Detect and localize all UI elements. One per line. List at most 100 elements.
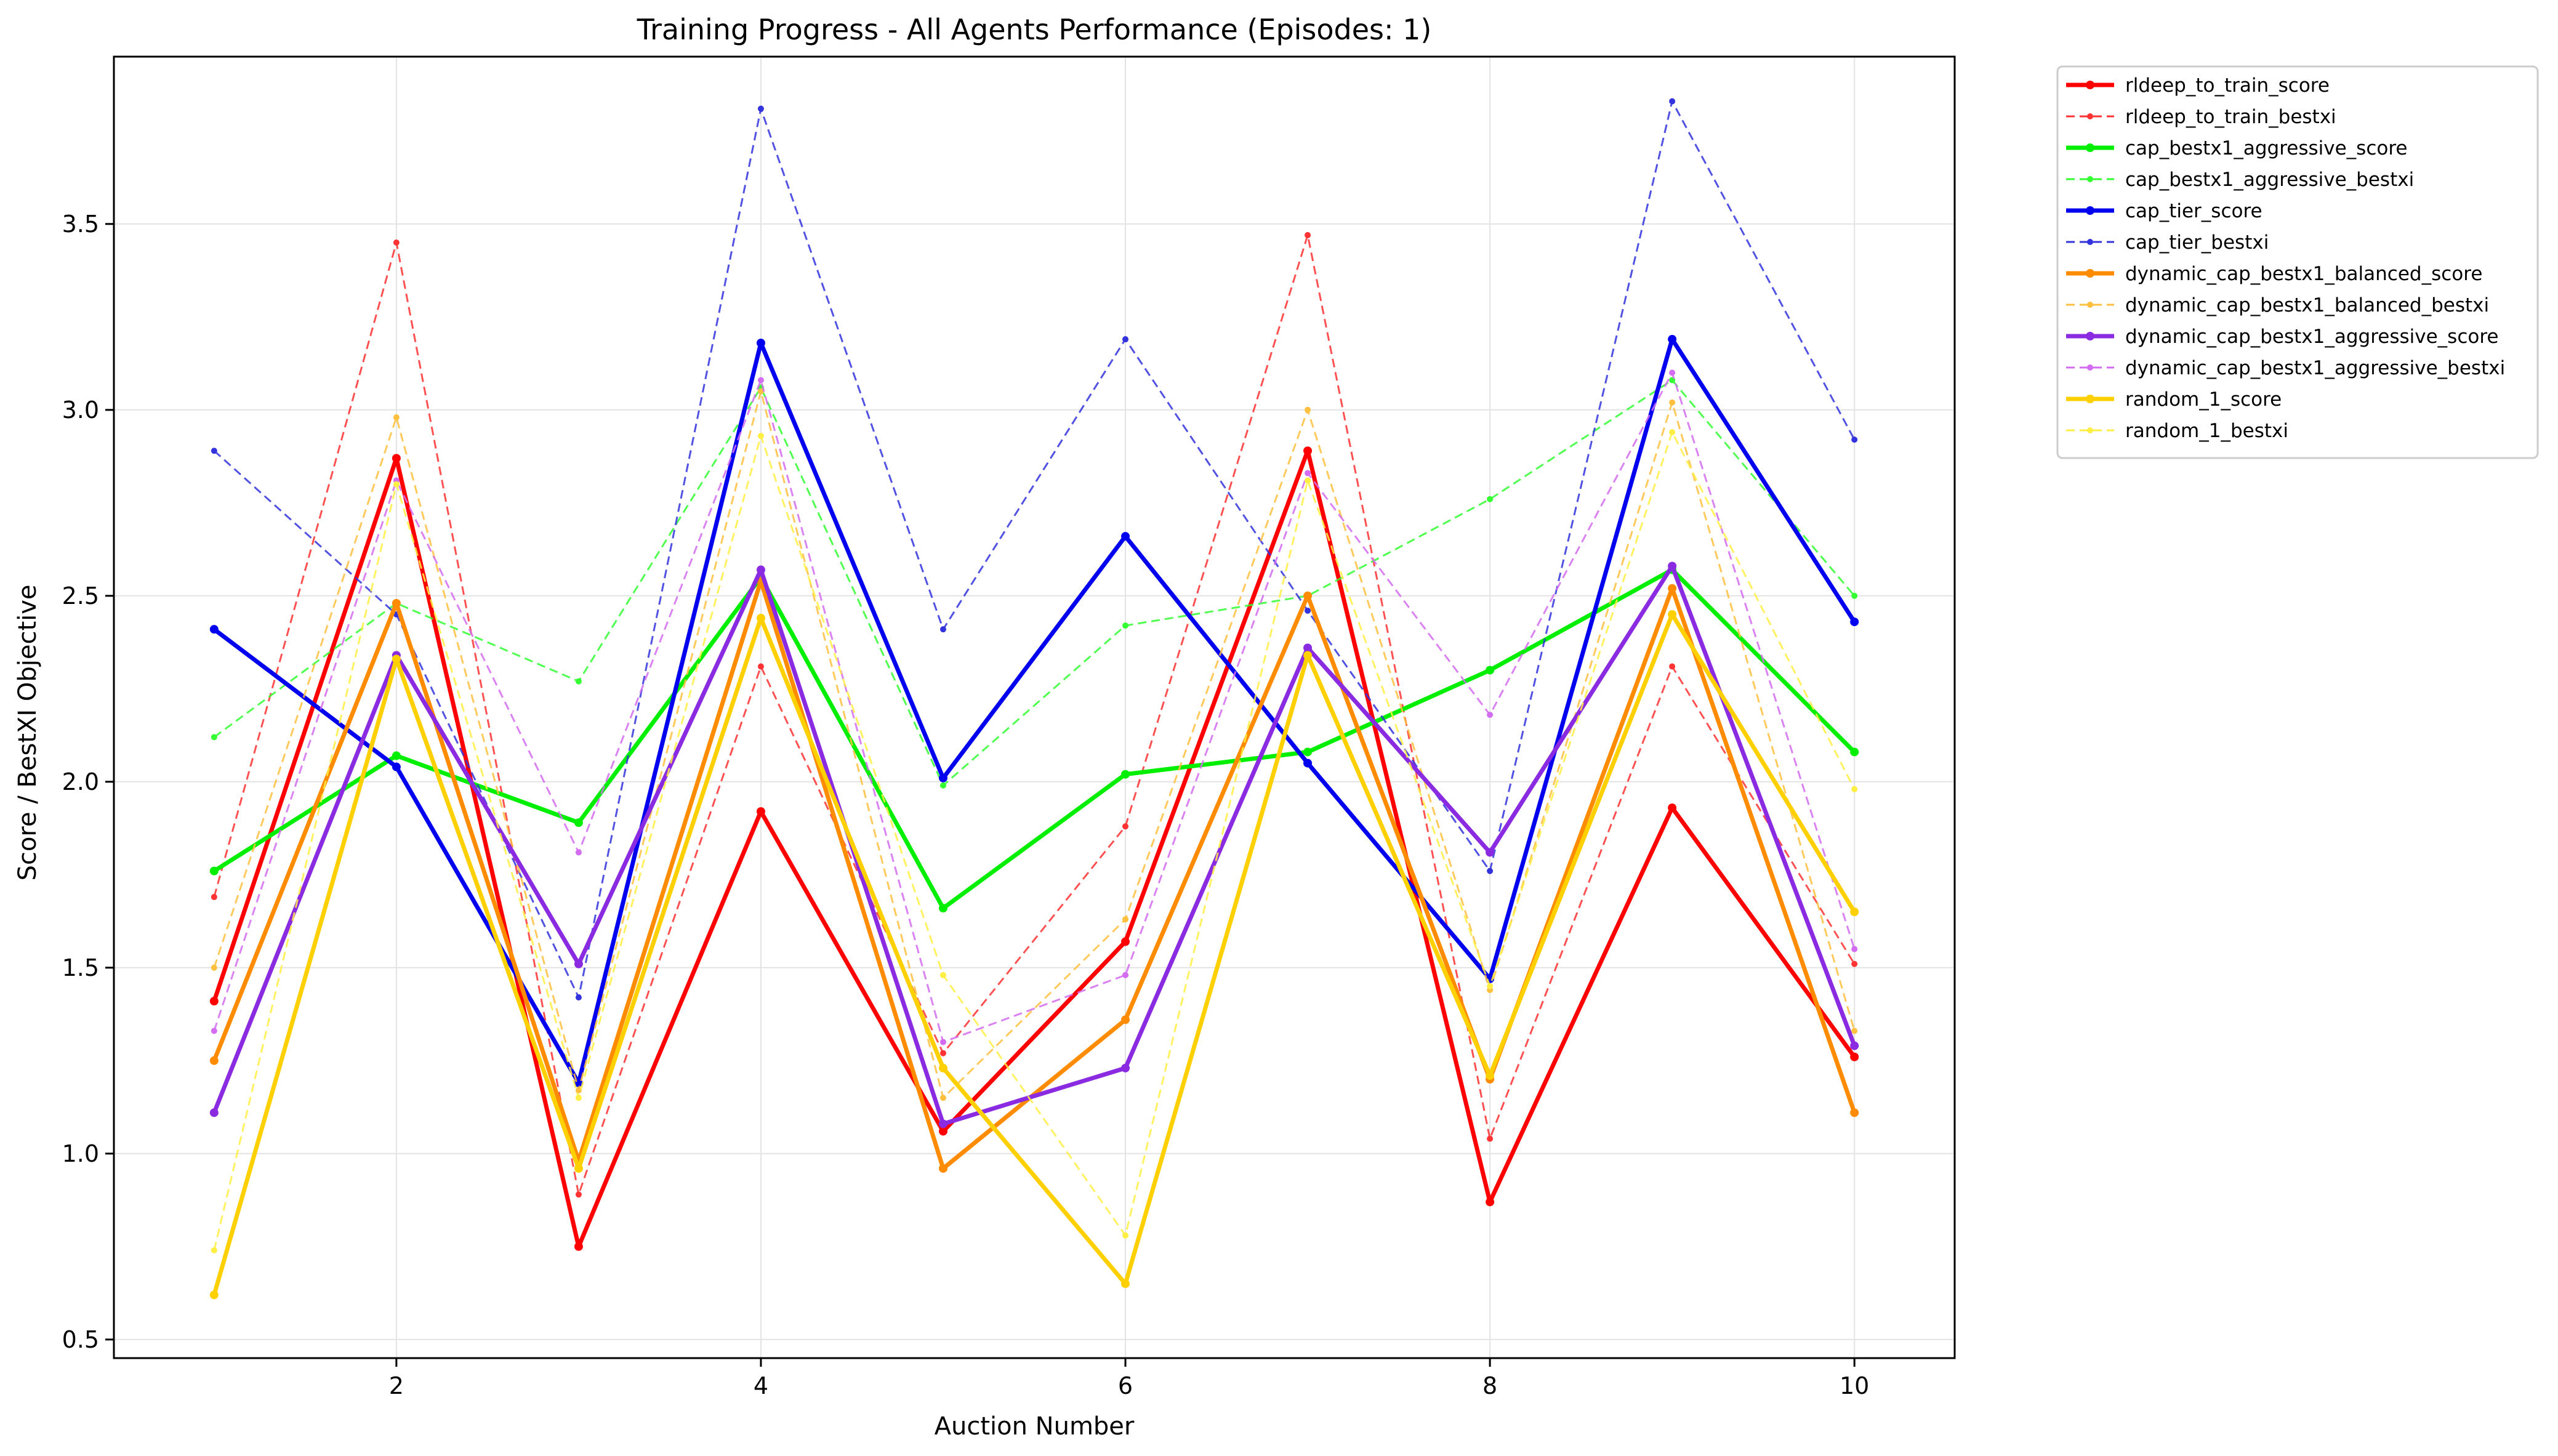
data-point	[1487, 1135, 1494, 1142]
data-point	[756, 614, 765, 623]
data-point	[209, 1108, 219, 1117]
data-point	[757, 663, 764, 670]
legend-entry: random_1_score	[2066, 388, 2282, 411]
data-point	[1122, 971, 1129, 978]
x-tick-label: 4	[754, 1372, 768, 1399]
data-point	[1121, 770, 1130, 779]
data-point	[1850, 747, 1859, 757]
data-point	[1668, 584, 1677, 593]
data-point	[393, 414, 400, 420]
data-point	[1669, 369, 1676, 376]
data-point	[1303, 747, 1313, 757]
data-point	[1487, 712, 1494, 718]
series-line	[212, 337, 1857, 1085]
data-point	[1486, 666, 1495, 675]
y-tick-label: 2.0	[62, 768, 99, 795]
x-tick-label: 8	[1482, 1372, 1497, 1399]
y-tick-label: 1.5	[62, 954, 99, 981]
chart-title: Training Progress - All Agents Performan…	[637, 13, 1432, 46]
legend-marker	[2086, 395, 2094, 403]
legend-marker	[2087, 176, 2093, 182]
x-axis-label: Auction Number	[935, 1412, 1135, 1441]
legend-marker	[2086, 332, 2094, 340]
data-point	[575, 1095, 582, 1101]
data-point	[575, 678, 582, 685]
series-line	[213, 431, 1856, 1251]
series-line	[212, 612, 1857, 1296]
legend-entry: rldeep_to_train_bestxi	[2066, 106, 2336, 128]
data-point	[1668, 803, 1677, 813]
data-point	[392, 598, 401, 608]
legend-label: cap_tier_bestxi	[2125, 231, 2269, 254]
y-tick-label: 0.5	[62, 1326, 99, 1353]
data-point	[392, 454, 401, 463]
data-point	[938, 904, 947, 913]
data-point	[211, 964, 217, 971]
data-point	[1850, 907, 1859, 917]
data-point	[393, 239, 400, 246]
data-point	[1669, 399, 1676, 406]
y-axis-ticks: 0.5 1.0 1.5 2.0 2.5 3.0 3.5	[62, 211, 114, 1353]
legend-marker	[2087, 302, 2093, 308]
data-point	[575, 1191, 582, 1198]
legend-entry: dynamic_cap_bestx1_aggressive_bestxi	[2066, 357, 2505, 379]
data-point	[1303, 446, 1313, 456]
data-point	[1303, 591, 1313, 600]
legend-marker	[2087, 113, 2093, 119]
series-line	[212, 448, 1857, 1249]
series-dynamic_cap_bestx1_balanced_bestxi	[211, 388, 1858, 1101]
data-point	[939, 971, 946, 978]
legend-entry: cap_tier_score	[2066, 200, 2262, 222]
data-point	[1122, 622, 1129, 629]
data-point	[209, 997, 219, 1006]
data-point	[1486, 1197, 1495, 1207]
data-point	[757, 377, 764, 384]
y-tick-label: 2.5	[62, 582, 99, 609]
data-point	[939, 626, 946, 633]
data-point	[1305, 406, 1311, 413]
data-point	[574, 959, 583, 968]
series-line	[213, 379, 1856, 787]
data-point	[1305, 607, 1311, 614]
legend-entry: random_1_bestxi	[2066, 420, 2288, 442]
data-point	[938, 1119, 947, 1128]
data-point	[393, 481, 400, 488]
data-point	[938, 1063, 947, 1072]
series-rldeep_to_train_score	[209, 446, 1859, 1251]
data-point	[1122, 336, 1129, 343]
data-point	[1486, 848, 1495, 857]
data-point	[574, 818, 583, 827]
data-point	[938, 1164, 947, 1173]
data-point	[392, 751, 401, 760]
data-point	[1851, 786, 1858, 792]
data-point	[1486, 1071, 1495, 1080]
series-cap_tier_bestxi	[211, 98, 1858, 1001]
x-tick-label: 10	[1840, 1372, 1869, 1399]
data-point	[938, 1127, 947, 1136]
legend-label: rldeep_to_train_score	[2125, 74, 2330, 97]
data-point	[757, 388, 764, 395]
data-point	[1668, 610, 1677, 619]
y-tick-label: 1.0	[62, 1140, 99, 1167]
data-point	[939, 1039, 946, 1045]
legend-label: cap_bestx1_aggressive_bestxi	[2125, 169, 2414, 191]
series-cap_tier_score	[209, 335, 1859, 1088]
legend-marker	[2087, 239, 2093, 245]
data-point	[1850, 1052, 1859, 1061]
data-point	[1122, 823, 1129, 830]
x-tick-label: 6	[1118, 1372, 1133, 1399]
data-point	[1850, 1108, 1859, 1117]
data-point	[1851, 960, 1858, 967]
data-point	[1303, 651, 1313, 660]
data-point	[575, 849, 582, 856]
series-line	[213, 100, 1856, 999]
series-random_1_bestxi	[211, 429, 1858, 1253]
legend-entry: rldeep_to_train_score	[2066, 74, 2330, 97]
legend-marker	[2086, 143, 2094, 152]
legend-label: dynamic_cap_bestx1_balanced_score	[2125, 263, 2482, 285]
data-point	[211, 448, 217, 454]
data-point	[209, 1056, 219, 1065]
legend-marker	[2086, 269, 2094, 278]
data-point	[1669, 663, 1676, 670]
